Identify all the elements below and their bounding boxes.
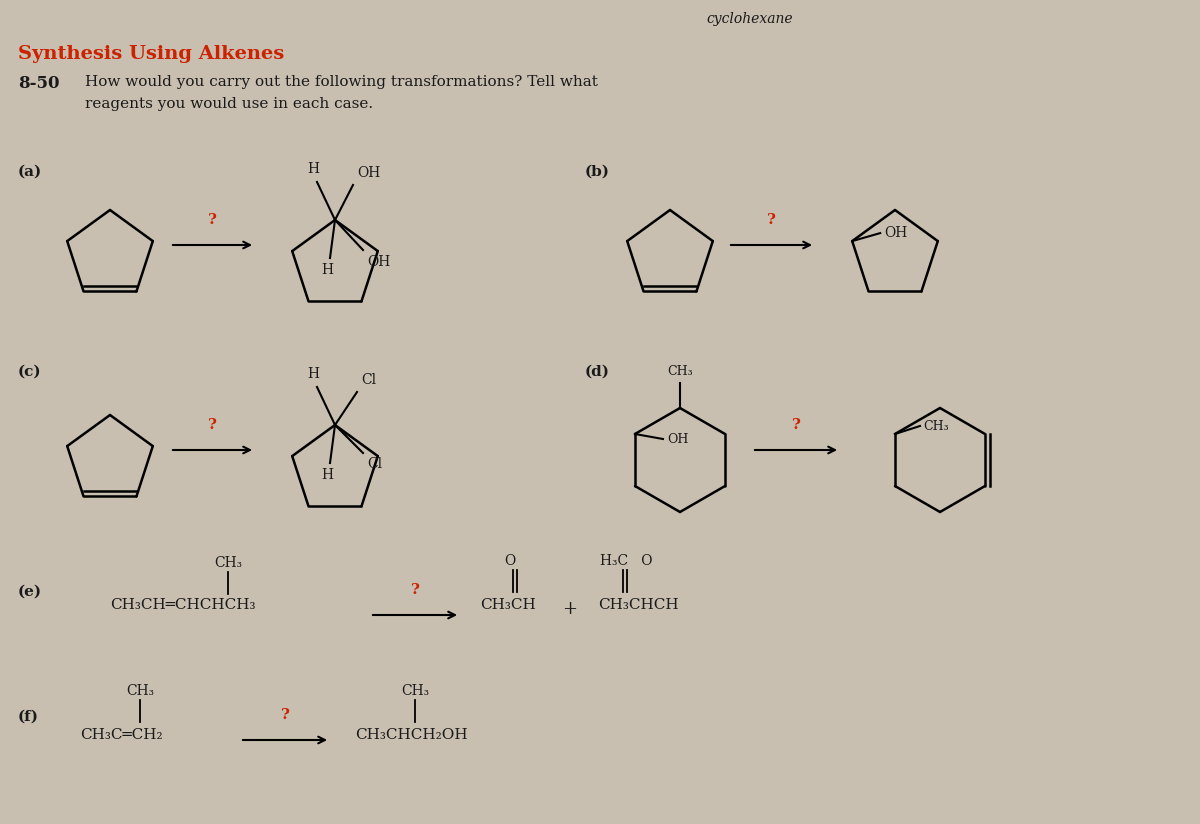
Text: H: H [322, 468, 334, 482]
Text: How would you carry out the following transformations? Tell what: How would you carry out the following tr… [85, 75, 598, 89]
Text: CH₃C═CH₂: CH₃C═CH₂ [80, 728, 163, 742]
Text: 8-50: 8-50 [18, 75, 60, 92]
Text: OH: OH [667, 433, 689, 446]
Text: CH₃CHCH₂OH: CH₃CHCH₂OH [355, 728, 468, 742]
Text: (a): (a) [18, 165, 42, 179]
Text: H: H [307, 162, 319, 176]
Text: (b): (b) [586, 165, 610, 179]
Text: O: O [504, 554, 516, 568]
Text: ?: ? [767, 213, 776, 227]
Text: ?: ? [410, 583, 420, 597]
Text: Synthesis Using Alkenes: Synthesis Using Alkenes [18, 45, 284, 63]
Text: H: H [322, 263, 334, 277]
Text: (f): (f) [18, 710, 38, 724]
Text: CH₃CHCH: CH₃CHCH [598, 598, 679, 612]
Text: Cl: Cl [367, 457, 382, 471]
Text: cyclohexane: cyclohexane [707, 12, 793, 26]
Text: +: + [563, 600, 577, 618]
Text: ?: ? [208, 213, 217, 227]
Text: OH: OH [358, 166, 380, 180]
Text: OH: OH [884, 226, 907, 240]
Text: CH₃: CH₃ [214, 556, 242, 570]
Text: CH₃: CH₃ [667, 365, 692, 378]
Text: H: H [307, 367, 319, 381]
Text: reagents you would use in each case.: reagents you would use in each case. [85, 97, 373, 111]
Text: CH₃CH: CH₃CH [480, 598, 535, 612]
Text: CH₃: CH₃ [126, 684, 154, 698]
Text: Cl: Cl [361, 373, 376, 387]
Text: ?: ? [281, 708, 289, 722]
Text: (d): (d) [586, 365, 610, 379]
Text: OH: OH [367, 255, 390, 269]
Text: (e): (e) [18, 585, 42, 599]
Text: H₃C   O: H₃C O [600, 554, 653, 568]
Text: (c): (c) [18, 365, 42, 379]
Text: CH₃: CH₃ [401, 684, 430, 698]
Text: ?: ? [792, 418, 800, 432]
Text: CH₃CH═CHCHCH₃: CH₃CH═CHCHCH₃ [110, 598, 256, 612]
Text: CH₃: CH₃ [923, 419, 948, 433]
Text: ?: ? [208, 418, 217, 432]
